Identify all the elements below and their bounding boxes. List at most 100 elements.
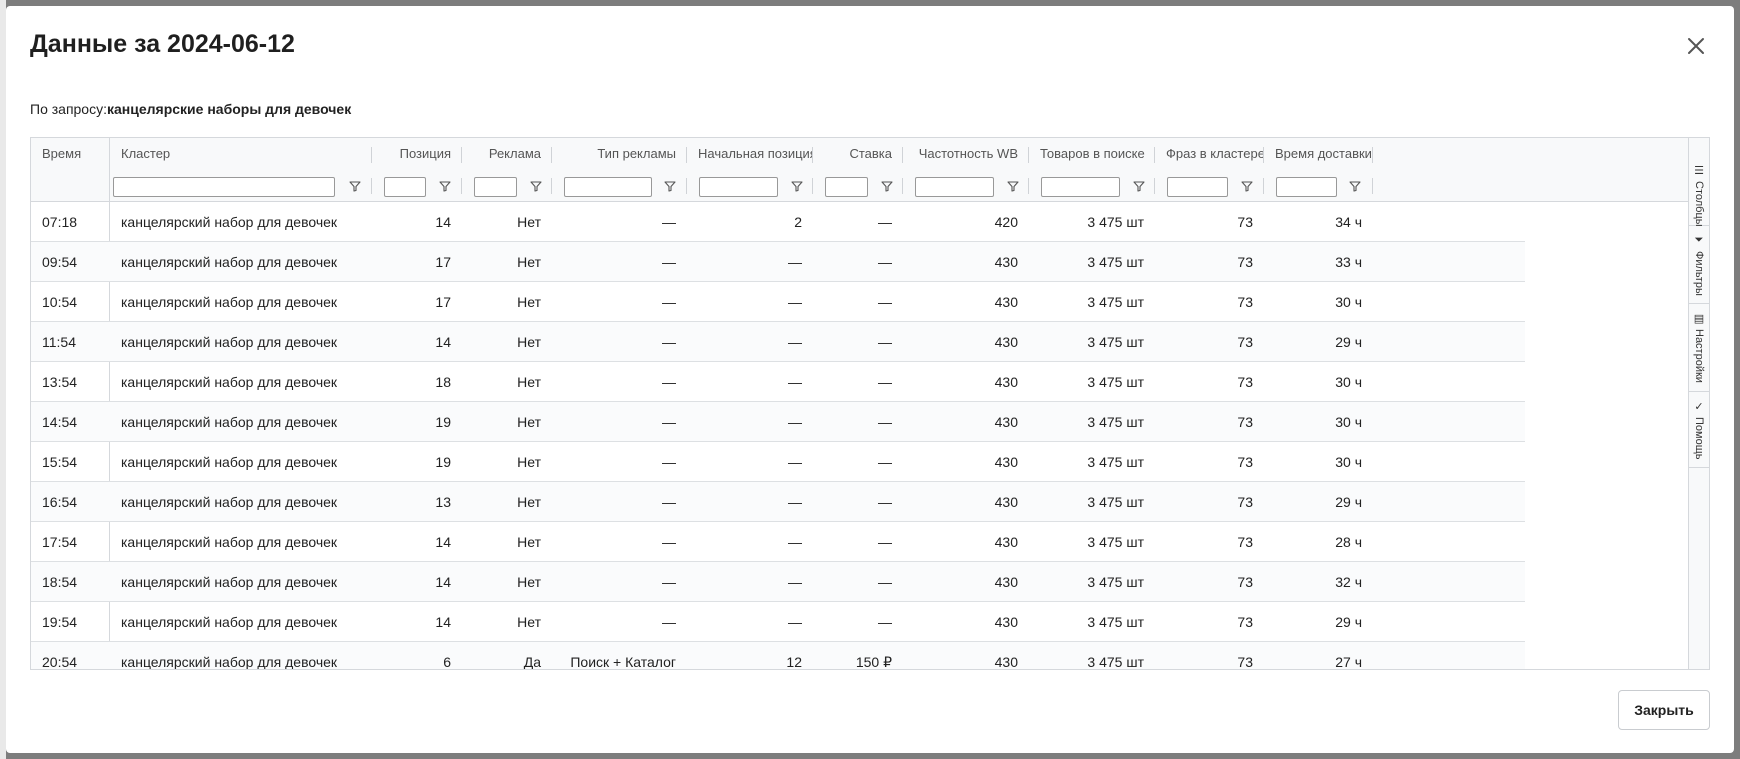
column-header-delivery_time[interactable]: Время доставки: [1275, 146, 1372, 161]
close-button[interactable]: Закрыть: [1618, 690, 1710, 730]
column-resize-handle[interactable]: [812, 147, 813, 163]
column-header-ad_type[interactable]: Тип рекламы: [597, 146, 676, 161]
column-header-position[interactable]: Позиция: [399, 146, 451, 161]
table-row[interactable]: 18:54 канцелярский набор для девочек 14 Нет…: [31, 562, 1525, 602]
table-row[interactable]: 07:18 канцелярский набор для девочек 14 Нет…: [31, 202, 1525, 242]
cell-delivery_time: 30 ч: [1335, 414, 1362, 430]
table-row[interactable]: 19:54 канцелярский набор для девочек 14 Нет…: [31, 602, 1525, 642]
close-icon[interactable]: [1682, 32, 1710, 60]
column-resize-handle[interactable]: [1154, 147, 1155, 163]
table-row[interactable]: 09:54 канцелярский набор для девочек 17 Нет…: [31, 242, 1525, 282]
query-value: канцелярские наборы для девочек: [107, 101, 352, 117]
cell-goods_in_search: 3 475 шт: [1087, 494, 1144, 510]
cell-ads: Нет: [517, 214, 541, 230]
filter-input-goods_in_search[interactable]: [1041, 177, 1120, 197]
column-header-start_position[interactable]: Начальная позиция: [698, 146, 813, 161]
column-header-ads[interactable]: Реклама: [488, 146, 541, 161]
column-resize-handle[interactable]: [902, 147, 903, 163]
column-header-cluster[interactable]: Кластер: [121, 146, 171, 161]
table-row[interactable]: 20:54 канцелярский набор для девочек 6 Да По…: [31, 642, 1525, 669]
cell-cluster: канцелярский набор для девочек: [121, 414, 338, 430]
filter-input-phrases_in_cluster[interactable]: [1167, 177, 1228, 197]
filter-icon[interactable]: [790, 179, 804, 193]
side-tab-columns[interactable]: ☰ Столбцы: [1689, 156, 1709, 227]
cell-position: 14: [435, 334, 451, 350]
filter-icon[interactable]: [1006, 179, 1020, 193]
filter-icon[interactable]: [1240, 179, 1254, 193]
filter-divider: [686, 178, 687, 194]
column-resize-handle[interactable]: [551, 147, 552, 163]
cell-delivery_time: 30 ч: [1335, 294, 1362, 310]
cell-time: 20:54: [42, 654, 78, 669]
filter-divider: [1263, 178, 1264, 194]
cell-phrases_in_cluster: 73: [1237, 534, 1253, 550]
cell-delivery_time: 32 ч: [1335, 574, 1362, 590]
table-row[interactable]: 14:54 канцелярский набор для девочек 19 Нет…: [31, 402, 1525, 442]
cell-time: 18:54: [42, 574, 78, 590]
table-row[interactable]: 16:54 канцелярский набор для девочек 13 Нет…: [31, 482, 1525, 522]
filter-icon[interactable]: [348, 179, 362, 193]
cell-position: 19: [435, 414, 451, 430]
cell-wb_frequency: 430: [994, 374, 1018, 390]
column-resize-handle[interactable]: [1372, 147, 1373, 163]
cell-phrases_in_cluster: 73: [1237, 494, 1253, 510]
cell-position: 14: [435, 574, 451, 590]
cell-start_position: —: [788, 614, 802, 630]
cell-delivery_time: 33 ч: [1335, 254, 1362, 270]
cell-wb_frequency: 430: [994, 654, 1018, 669]
column-resize-handle[interactable]: [461, 147, 462, 163]
cell-start_position: 2: [794, 214, 802, 230]
cell-ad_type: —: [662, 294, 676, 310]
filter-input-delivery_time[interactable]: [1276, 177, 1337, 197]
filter-input-cluster[interactable]: [113, 177, 335, 197]
filter-divider: [1028, 178, 1029, 194]
table-row[interactable]: 11:54 канцелярский набор для девочек 14 Нет…: [31, 322, 1525, 362]
cell-ads: Нет: [517, 414, 541, 430]
column-resize-handle[interactable]: [1263, 147, 1264, 163]
filter-icon[interactable]: [1132, 179, 1146, 193]
cell-start_position: —: [788, 254, 802, 270]
column-header-bid[interactable]: Ставка: [849, 146, 892, 161]
side-tab-settings[interactable]: ▤ Настройки: [1689, 304, 1709, 392]
filter-input-start_position[interactable]: [699, 177, 778, 197]
cell-time: 17:54: [42, 534, 78, 550]
column-resize-handle[interactable]: [1028, 147, 1029, 163]
column-header-wb_frequency[interactable]: Частотность WB: [918, 146, 1018, 161]
table-row[interactable]: 15:54 канцелярский набор для девочек 19 Нет…: [31, 442, 1525, 482]
cell-bid: —: [878, 454, 892, 470]
cell-time: 11:54: [42, 334, 76, 350]
filter-input-bid[interactable]: [825, 177, 868, 197]
side-tab-check[interactable]: ✓ Помощь: [1689, 392, 1709, 468]
cell-time: 09:54: [42, 254, 78, 270]
filter-input-ad_type[interactable]: [564, 177, 652, 197]
cell-time: 16:54: [42, 494, 78, 510]
table-row[interactable]: 13:54 канцелярский набор для девочек 18 Нет…: [31, 362, 1525, 402]
filter-icon[interactable]: [663, 179, 677, 193]
cell-wb_frequency: 430: [994, 454, 1018, 470]
column-header-goods_in_search[interactable]: Товаров в поиске: [1040, 146, 1145, 161]
cell-goods_in_search: 3 475 шт: [1087, 534, 1144, 550]
cell-delivery_time: 30 ч: [1335, 374, 1362, 390]
column-header-phrases_in_cluster[interactable]: Фраз в кластере: [1166, 146, 1264, 161]
cell-position: 18: [435, 374, 451, 390]
filter-icon[interactable]: [438, 179, 452, 193]
cell-bid: —: [878, 254, 892, 270]
table-row[interactable]: 17:54 канцелярский набор для девочек 14 Нет…: [31, 522, 1525, 562]
filter-icon[interactable]: [529, 179, 543, 193]
filter-icon: ⏷: [1694, 234, 1704, 246]
filter-input-position[interactable]: [384, 177, 426, 197]
side-tab-filter[interactable]: ⏷ Фильтры: [1689, 226, 1709, 304]
filter-icon[interactable]: [1348, 179, 1362, 193]
cell-phrases_in_cluster: 73: [1237, 374, 1253, 390]
column-resize-handle[interactable]: [371, 147, 372, 163]
column-header-time[interactable]: Время: [42, 146, 82, 161]
filter-input-ads[interactable]: [474, 177, 517, 197]
table-row[interactable]: 10:54 канцелярский набор для девочек 17 Нет…: [31, 282, 1525, 322]
filter-icon[interactable]: [880, 179, 894, 193]
cell-ads: Нет: [517, 374, 541, 390]
filter-input-wb_frequency[interactable]: [915, 177, 994, 197]
column-resize-handle[interactable]: [686, 147, 687, 163]
cell-goods_in_search: 3 475 шт: [1087, 374, 1144, 390]
cell-wb_frequency: 430: [994, 494, 1018, 510]
cell-cluster: канцелярский набор для девочек: [121, 294, 338, 310]
